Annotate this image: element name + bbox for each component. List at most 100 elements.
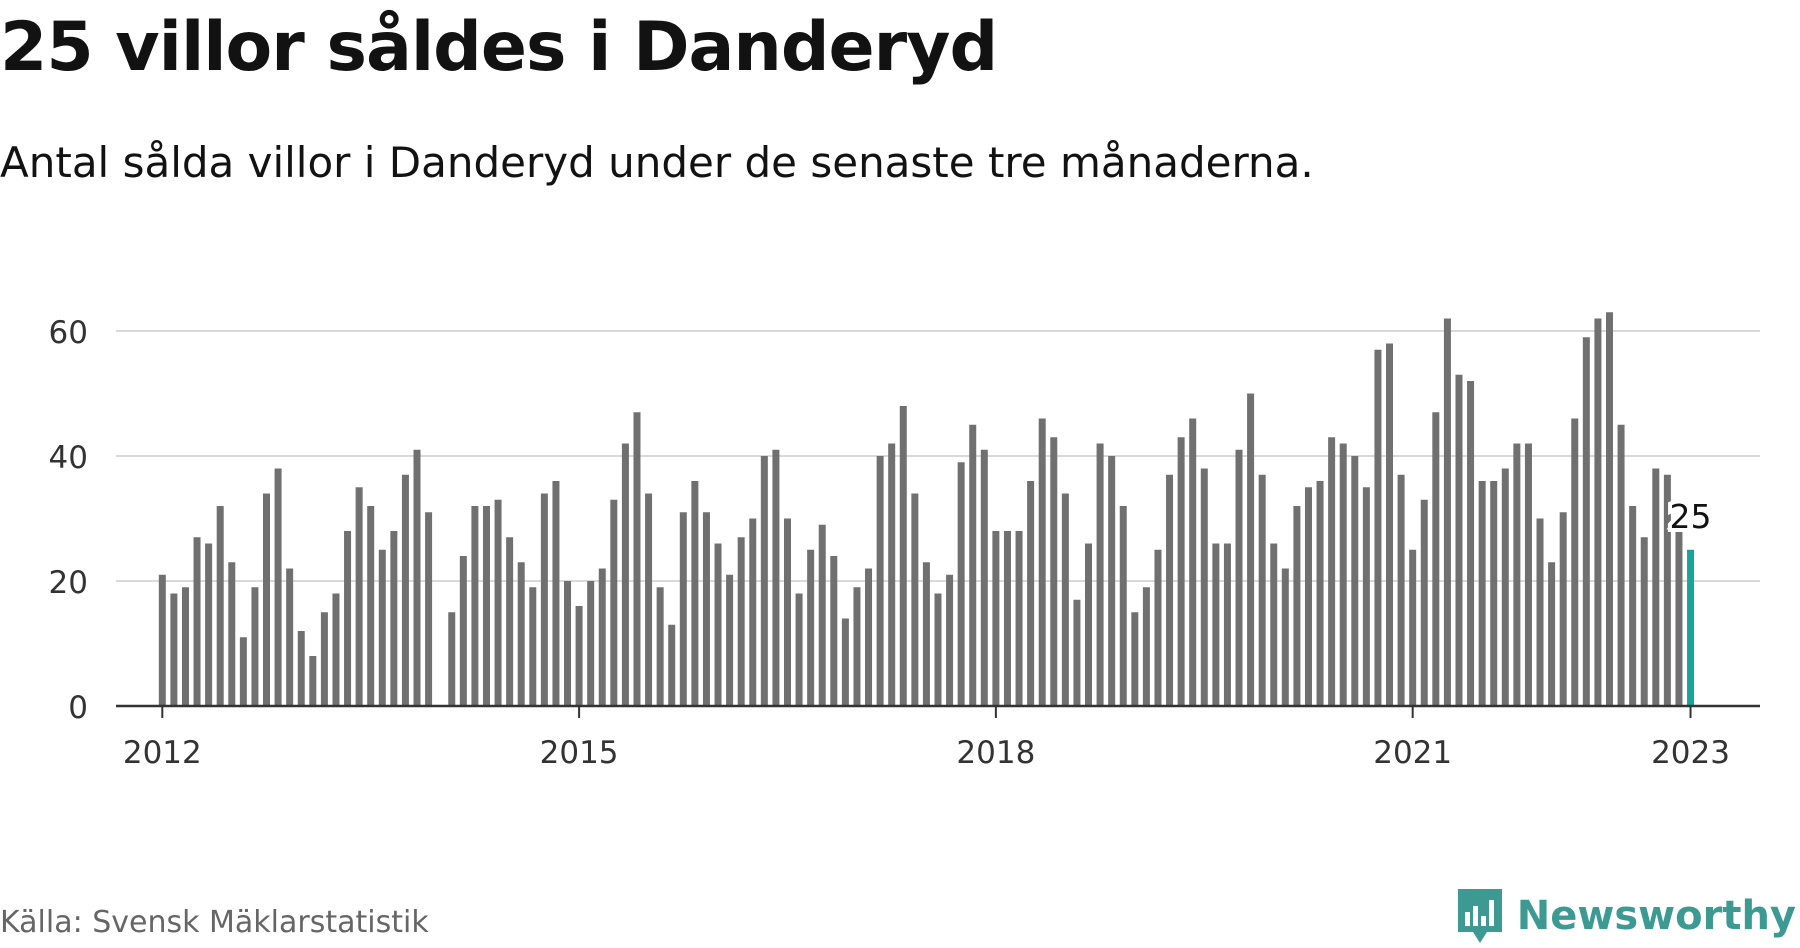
bar (714, 543, 722, 706)
bar (969, 424, 977, 706)
bar (320, 612, 328, 706)
bar (1061, 493, 1069, 706)
bar (181, 587, 189, 706)
bar (783, 518, 791, 706)
bar (1374, 349, 1382, 706)
bar (413, 449, 421, 706)
bar (1131, 612, 1139, 706)
bar (529, 587, 537, 706)
bar (1281, 568, 1289, 706)
bar (1003, 531, 1011, 706)
bar (378, 549, 386, 706)
bar (251, 587, 259, 706)
x-tick-label: 2012 (123, 735, 202, 771)
bar (922, 562, 930, 706)
bar (1536, 518, 1544, 706)
bar (1490, 481, 1498, 706)
bar (367, 506, 375, 706)
bar (170, 593, 178, 706)
bar (911, 493, 919, 706)
x-tick-label: 2015 (540, 735, 619, 771)
bar (482, 506, 490, 706)
bar (401, 474, 409, 706)
bar (459, 556, 467, 706)
bar (228, 562, 236, 706)
bar (830, 556, 838, 706)
bars (158, 312, 1695, 706)
value-label: 25 (1670, 497, 1712, 536)
y-tick-label: 40 (49, 440, 88, 476)
bar (1050, 437, 1058, 706)
bar (448, 612, 456, 706)
bar (1362, 487, 1370, 706)
bar-highlight (1687, 549, 1695, 706)
bar (621, 443, 629, 706)
bar (818, 524, 826, 706)
bar (702, 512, 710, 706)
gridlines (116, 330, 1760, 582)
bar (263, 493, 271, 706)
bar (980, 449, 988, 706)
bar (1293, 506, 1301, 706)
x-tick-label: 2021 (1373, 735, 1452, 771)
y-tick-label: 60 (49, 315, 88, 351)
bar (1478, 481, 1486, 706)
bar (1212, 543, 1220, 706)
bar (1108, 456, 1116, 706)
bar (494, 499, 502, 706)
bar (1328, 437, 1336, 706)
bar (1200, 468, 1208, 706)
bar (517, 562, 525, 706)
bar (1409, 549, 1417, 706)
bar (1223, 543, 1231, 706)
bar-chart: 0 20 40 60 2012 2015 2018 2021 2023 25 (49, 312, 1760, 771)
bar (309, 656, 317, 706)
bar (1582, 337, 1590, 706)
y-tick-label: 0 (68, 690, 88, 726)
bar (552, 481, 560, 706)
bar (876, 456, 884, 706)
bar (1455, 374, 1463, 706)
bar (355, 487, 363, 706)
bar (332, 593, 340, 706)
bar (1027, 481, 1035, 706)
bar (587, 581, 595, 706)
bar (1501, 468, 1509, 706)
bar (1316, 481, 1324, 706)
bar (506, 537, 514, 706)
bar (1397, 474, 1405, 706)
bar (1443, 318, 1451, 706)
bar (899, 406, 907, 706)
bar (946, 574, 954, 706)
bar (1513, 443, 1521, 706)
bar (760, 456, 768, 706)
bar (1524, 443, 1532, 706)
bar (737, 537, 745, 706)
tick-labels: 0 20 40 60 2012 2015 2018 2021 2023 25 (49, 315, 1730, 771)
bar (1085, 543, 1093, 706)
bar (344, 531, 352, 706)
bar (1247, 393, 1255, 706)
bar (1432, 412, 1440, 706)
bar (841, 618, 849, 706)
bar (1386, 343, 1394, 706)
y-tick-label: 20 (49, 565, 88, 601)
bar (540, 493, 548, 706)
bar (575, 606, 583, 706)
bar (598, 568, 606, 706)
bar (1015, 531, 1023, 706)
bar (645, 493, 653, 706)
bar (1571, 418, 1579, 706)
bar (1594, 318, 1602, 706)
brand-name: Newsworthy (1516, 893, 1796, 939)
x-tick-label: 2023 (1651, 735, 1730, 771)
bar (1351, 456, 1359, 706)
bar (1629, 506, 1637, 706)
bar (726, 574, 734, 706)
bar (1640, 537, 1648, 706)
bar (274, 468, 282, 706)
newsworthy-logo-icon (1457, 889, 1502, 943)
bar (1119, 506, 1127, 706)
bar (1096, 443, 1104, 706)
bar (1467, 381, 1475, 706)
